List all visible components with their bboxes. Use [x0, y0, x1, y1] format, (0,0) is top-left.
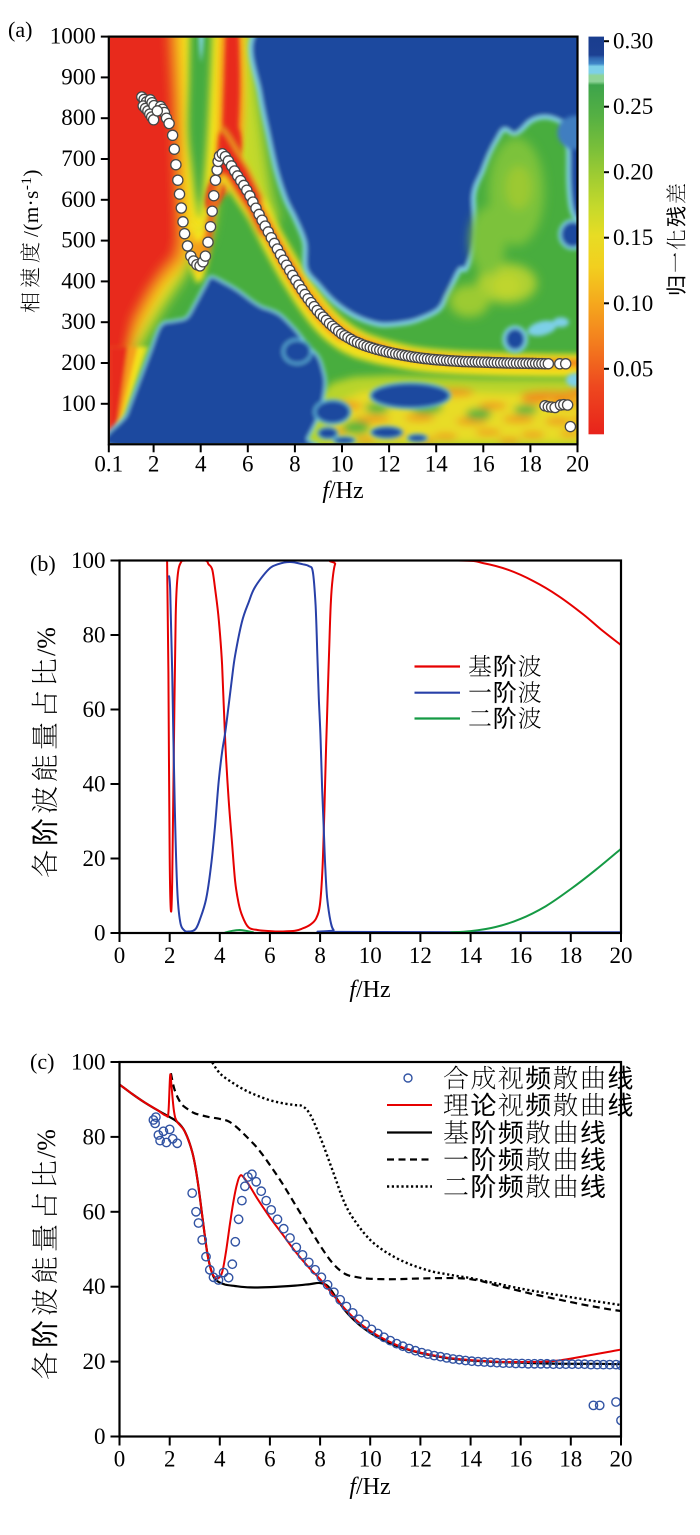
- svg-text:6: 6: [264, 943, 276, 968]
- svg-text:10: 10: [331, 451, 354, 476]
- svg-text:(a): (a): [8, 17, 32, 42]
- svg-text:0.20: 0.20: [613, 160, 653, 185]
- svg-text:40: 40: [83, 772, 106, 797]
- svg-text:/%: /%: [32, 1129, 61, 1158]
- svg-text:0: 0: [94, 1424, 106, 1449]
- svg-text:40: 40: [83, 1274, 106, 1299]
- svg-text:300: 300: [61, 309, 96, 334]
- svg-text:100: 100: [71, 1050, 106, 1075]
- svg-text:20: 20: [83, 1349, 106, 1374]
- svg-text:1000: 1000: [50, 24, 96, 49]
- svg-text:2: 2: [164, 943, 176, 968]
- svg-text:8: 8: [314, 1447, 326, 1472]
- svg-text:2: 2: [164, 1447, 176, 1472]
- svg-text:10: 10: [359, 1447, 382, 1472]
- svg-text:f/Hz: f/Hz: [322, 478, 363, 504]
- svg-text:2: 2: [148, 451, 160, 476]
- svg-text:18: 18: [559, 1447, 582, 1472]
- svg-text:4: 4: [214, 943, 226, 968]
- svg-text:200: 200: [61, 350, 96, 375]
- svg-text:10: 10: [359, 943, 382, 968]
- svg-text:60: 60: [83, 697, 106, 722]
- svg-text:600: 600: [61, 187, 96, 212]
- svg-text:20: 20: [610, 943, 633, 968]
- svg-text:100: 100: [61, 391, 96, 416]
- svg-text:f/Hz: f/Hz: [349, 1474, 390, 1500]
- svg-text:(c): (c): [30, 1049, 54, 1074]
- svg-text:6: 6: [264, 1447, 276, 1472]
- svg-text:0: 0: [114, 1447, 126, 1472]
- svg-text:0.10: 0.10: [613, 291, 653, 316]
- svg-text:/%: /%: [32, 627, 61, 656]
- svg-text:4: 4: [195, 451, 207, 476]
- svg-text:20: 20: [610, 1447, 633, 1472]
- svg-text:0.30: 0.30: [613, 29, 653, 54]
- svg-text:900: 900: [61, 64, 96, 89]
- svg-text:100: 100: [71, 548, 106, 573]
- svg-text:16: 16: [509, 1447, 532, 1472]
- svg-text:8: 8: [289, 451, 301, 476]
- svg-text:20: 20: [566, 451, 589, 476]
- svg-text:12: 12: [409, 1447, 432, 1472]
- svg-text:18: 18: [519, 451, 542, 476]
- svg-text:14: 14: [459, 943, 483, 968]
- svg-text:18: 18: [559, 943, 582, 968]
- svg-text:14: 14: [459, 1447, 483, 1472]
- svg-text:0.05: 0.05: [613, 356, 653, 381]
- svg-text:400: 400: [61, 268, 96, 293]
- svg-text:(b): (b): [30, 551, 56, 576]
- svg-text:80: 80: [83, 1124, 106, 1149]
- svg-text:60: 60: [83, 1199, 106, 1224]
- svg-text:16: 16: [472, 451, 495, 476]
- svg-text:f/Hz: f/Hz: [349, 977, 390, 1003]
- svg-text:0: 0: [114, 943, 126, 968]
- svg-text:0.25: 0.25: [613, 94, 653, 119]
- svg-text:8: 8: [314, 943, 326, 968]
- svg-text:0.15: 0.15: [613, 225, 653, 250]
- svg-text:16: 16: [509, 943, 532, 968]
- svg-text:700: 700: [61, 146, 96, 171]
- svg-text:0: 0: [94, 921, 106, 946]
- svg-text:80: 80: [83, 623, 106, 648]
- svg-text:20: 20: [83, 846, 106, 871]
- svg-text:12: 12: [409, 943, 432, 968]
- svg-text:0.1: 0.1: [94, 451, 123, 476]
- svg-text:500: 500: [61, 228, 96, 253]
- svg-text:4: 4: [214, 1447, 226, 1472]
- svg-text:6: 6: [242, 451, 254, 476]
- svg-text:800: 800: [61, 105, 96, 130]
- svg-text:14: 14: [425, 451, 449, 476]
- svg-text:12: 12: [378, 451, 401, 476]
